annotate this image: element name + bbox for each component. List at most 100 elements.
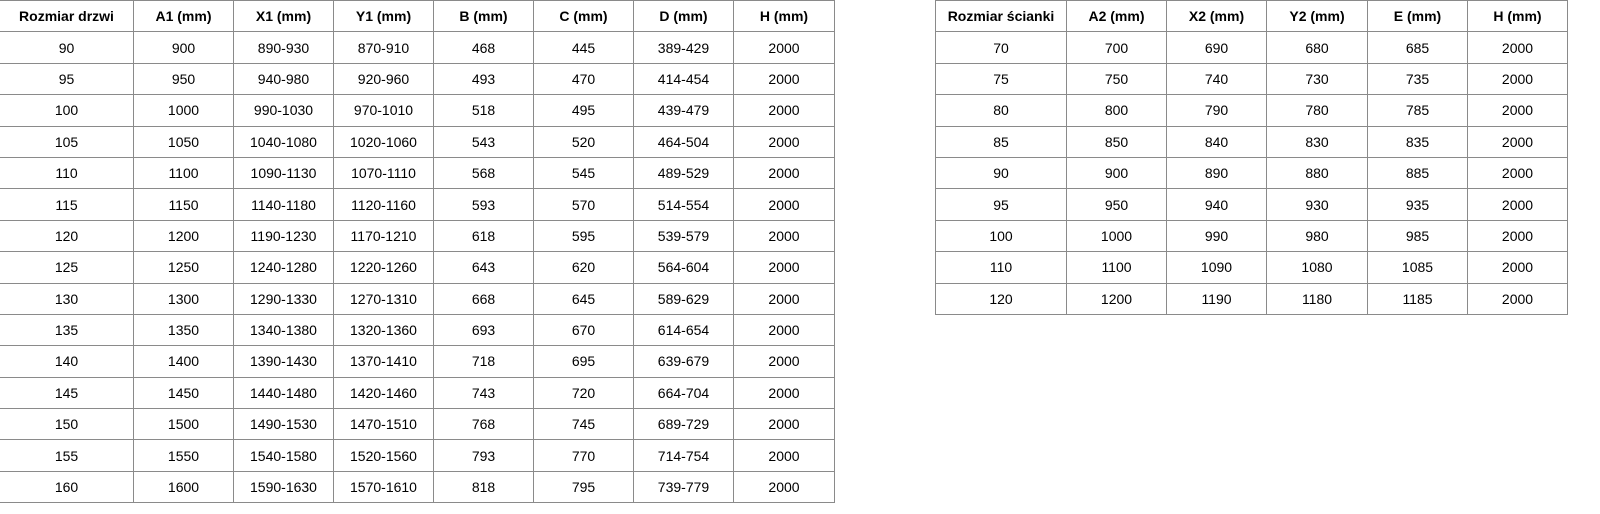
table-cell: 940 xyxy=(1166,188,1267,221)
table-cell: 1600 xyxy=(133,470,234,504)
table-cell: 155 xyxy=(0,439,134,472)
table-cell: 2000 xyxy=(733,156,835,190)
table-cell: 1140-1180 xyxy=(233,188,334,221)
table-cell: 1240-1280 xyxy=(233,251,334,284)
table-cell: 1270-1310 xyxy=(333,282,434,315)
table-cell: 1120-1160 xyxy=(333,188,434,221)
table-cell: 670 xyxy=(533,313,634,347)
table-row: 130 1300 1290-1330 1270-1310 668 645 589-629 20… xyxy=(0,282,835,315)
table-cell: 900 xyxy=(133,31,234,64)
table-row: 90 900 890 880 885 2000 xyxy=(935,156,1568,190)
table-row: 140 1400 1390-1430 1370-1410 718 695 639-679 20… xyxy=(0,345,835,378)
column-header: X2 (mm) xyxy=(1166,0,1267,33)
table-cell: 985 xyxy=(1367,219,1468,253)
table-cell: 120 xyxy=(0,219,134,253)
table-cell: 1370-1410 xyxy=(333,345,434,378)
table-cell: 2000 xyxy=(733,62,835,96)
table-cell: 890 xyxy=(1166,156,1267,190)
table-cell: 1090-1130 xyxy=(233,156,334,190)
table-cell: 739-779 xyxy=(633,470,734,504)
table-cell: 950 xyxy=(133,62,234,96)
table-cell: 920-960 xyxy=(333,62,434,96)
table-cell: 685 xyxy=(1367,31,1468,64)
table-cell: 1200 xyxy=(133,219,234,253)
table-cell: 693 xyxy=(433,313,534,347)
table-cell: 520 xyxy=(533,125,634,158)
table-cell: 780 xyxy=(1266,94,1368,127)
table-cell: 85 xyxy=(935,125,1067,158)
table-cell: 75 xyxy=(935,62,1067,96)
table-cell: 890-930 xyxy=(233,31,334,64)
table-cell: 495 xyxy=(533,94,634,127)
table-cell: 470 xyxy=(533,62,634,96)
table-cell: 110 xyxy=(0,156,134,190)
table-cell: 720 xyxy=(533,376,634,410)
table-cell: 795 xyxy=(533,470,634,504)
table-cell: 514-554 xyxy=(633,188,734,221)
table-cell: 1190-1230 xyxy=(233,219,334,253)
table-cell: 690 xyxy=(1166,31,1267,64)
table-cell: 1020-1060 xyxy=(333,125,434,158)
table-cell: 2000 xyxy=(733,188,835,221)
table-cell: 1400 xyxy=(133,345,234,378)
table-cell: 2000 xyxy=(1467,282,1568,315)
column-header: Y2 (mm) xyxy=(1266,0,1368,33)
table-row: 90 900 890-930 870-910 468 445 389-429 2000 xyxy=(0,31,835,64)
table-cell: 1050 xyxy=(133,125,234,158)
table-row: 160 1600 1590-1630 1570-1610 818 795 739-779 20… xyxy=(0,470,835,504)
table-cell: 743 xyxy=(433,376,534,410)
table-cell: 150 xyxy=(0,408,134,441)
table-cell: 2000 xyxy=(733,439,835,472)
table-row: 105 1050 1040-1080 1020-1060 543 520 464-504 20… xyxy=(0,125,835,158)
table-cell: 564-604 xyxy=(633,251,734,284)
table-cell: 1100 xyxy=(133,156,234,190)
table-cell: 389-429 xyxy=(633,31,734,64)
table-cell: 2000 xyxy=(1467,62,1568,96)
table-cell: 1590-1630 xyxy=(233,470,334,504)
table-cell: 110 xyxy=(935,251,1067,284)
table-cell: 1490-1530 xyxy=(233,408,334,441)
table-row: 125 1250 1240-1280 1220-1260 643 620 564-604 20… xyxy=(0,251,835,284)
table-cell: 2000 xyxy=(1467,188,1568,221)
table-cell: 1420-1460 xyxy=(333,376,434,410)
column-header: D (mm) xyxy=(633,0,734,33)
table-row: 95 950 940-980 920-960 493 470 414-454 2000 xyxy=(0,62,835,96)
table-cell: 1150 xyxy=(133,188,234,221)
table-row: 110 1100 1090 1080 1085 2000 xyxy=(935,251,1568,284)
column-header: B (mm) xyxy=(433,0,534,33)
table-cell: 2000 xyxy=(733,470,835,504)
table-cell: 1200 xyxy=(1066,282,1167,315)
table-cell: 718 xyxy=(433,345,534,378)
table-row: 120 1200 1190-1230 1170-1210 618 595 539-579 20… xyxy=(0,219,835,253)
table-cell: 543 xyxy=(433,125,534,158)
table-cell: 2000 xyxy=(1467,125,1568,158)
table-cell: 2000 xyxy=(733,408,835,441)
table-cell: 793 xyxy=(433,439,534,472)
table-row: 100 1000 990-1030 970-1010 518 495 439-479 2000 xyxy=(0,94,835,127)
table-cell: 785 xyxy=(1367,94,1468,127)
table-row: 95 950 940 930 935 2000 xyxy=(935,188,1568,221)
table-cell: 980 xyxy=(1266,219,1368,253)
column-header: Rozmiar drzwi xyxy=(0,0,134,33)
header-row: Rozmiar drzwi A1 (mm) X1 (mm) Y1 (mm) B (mm)… xyxy=(0,0,835,33)
header-row: Rozmiar ścianki A2 (mm) X2 (mm) Y2 (mm) E (m… xyxy=(935,0,1568,33)
table-cell: 518 xyxy=(433,94,534,127)
table-cell: 1550 xyxy=(133,439,234,472)
table-cell: 840 xyxy=(1166,125,1267,158)
table-cell: 668 xyxy=(433,282,534,315)
table-cell: 439-479 xyxy=(633,94,734,127)
column-header: H (mm) xyxy=(733,0,835,33)
table-cell: 1040-1080 xyxy=(233,125,334,158)
table-cell: 835 xyxy=(1367,125,1468,158)
table-cell: 1085 xyxy=(1367,251,1468,284)
table-cell: 695 xyxy=(533,345,634,378)
table-cell: 645 xyxy=(533,282,634,315)
table-cell: 618 xyxy=(433,219,534,253)
table-cell: 1290-1330 xyxy=(233,282,334,315)
column-header: C (mm) xyxy=(533,0,634,33)
table-cell: 1340-1380 xyxy=(233,313,334,347)
table-cell: 2000 xyxy=(733,125,835,158)
wall-size-table: Rozmiar ścianki A2 (mm) X2 (mm) Y2 (mm) E (m… xyxy=(935,0,1568,315)
table-cell: 130 xyxy=(0,282,134,315)
table-cell: 740 xyxy=(1166,62,1267,96)
